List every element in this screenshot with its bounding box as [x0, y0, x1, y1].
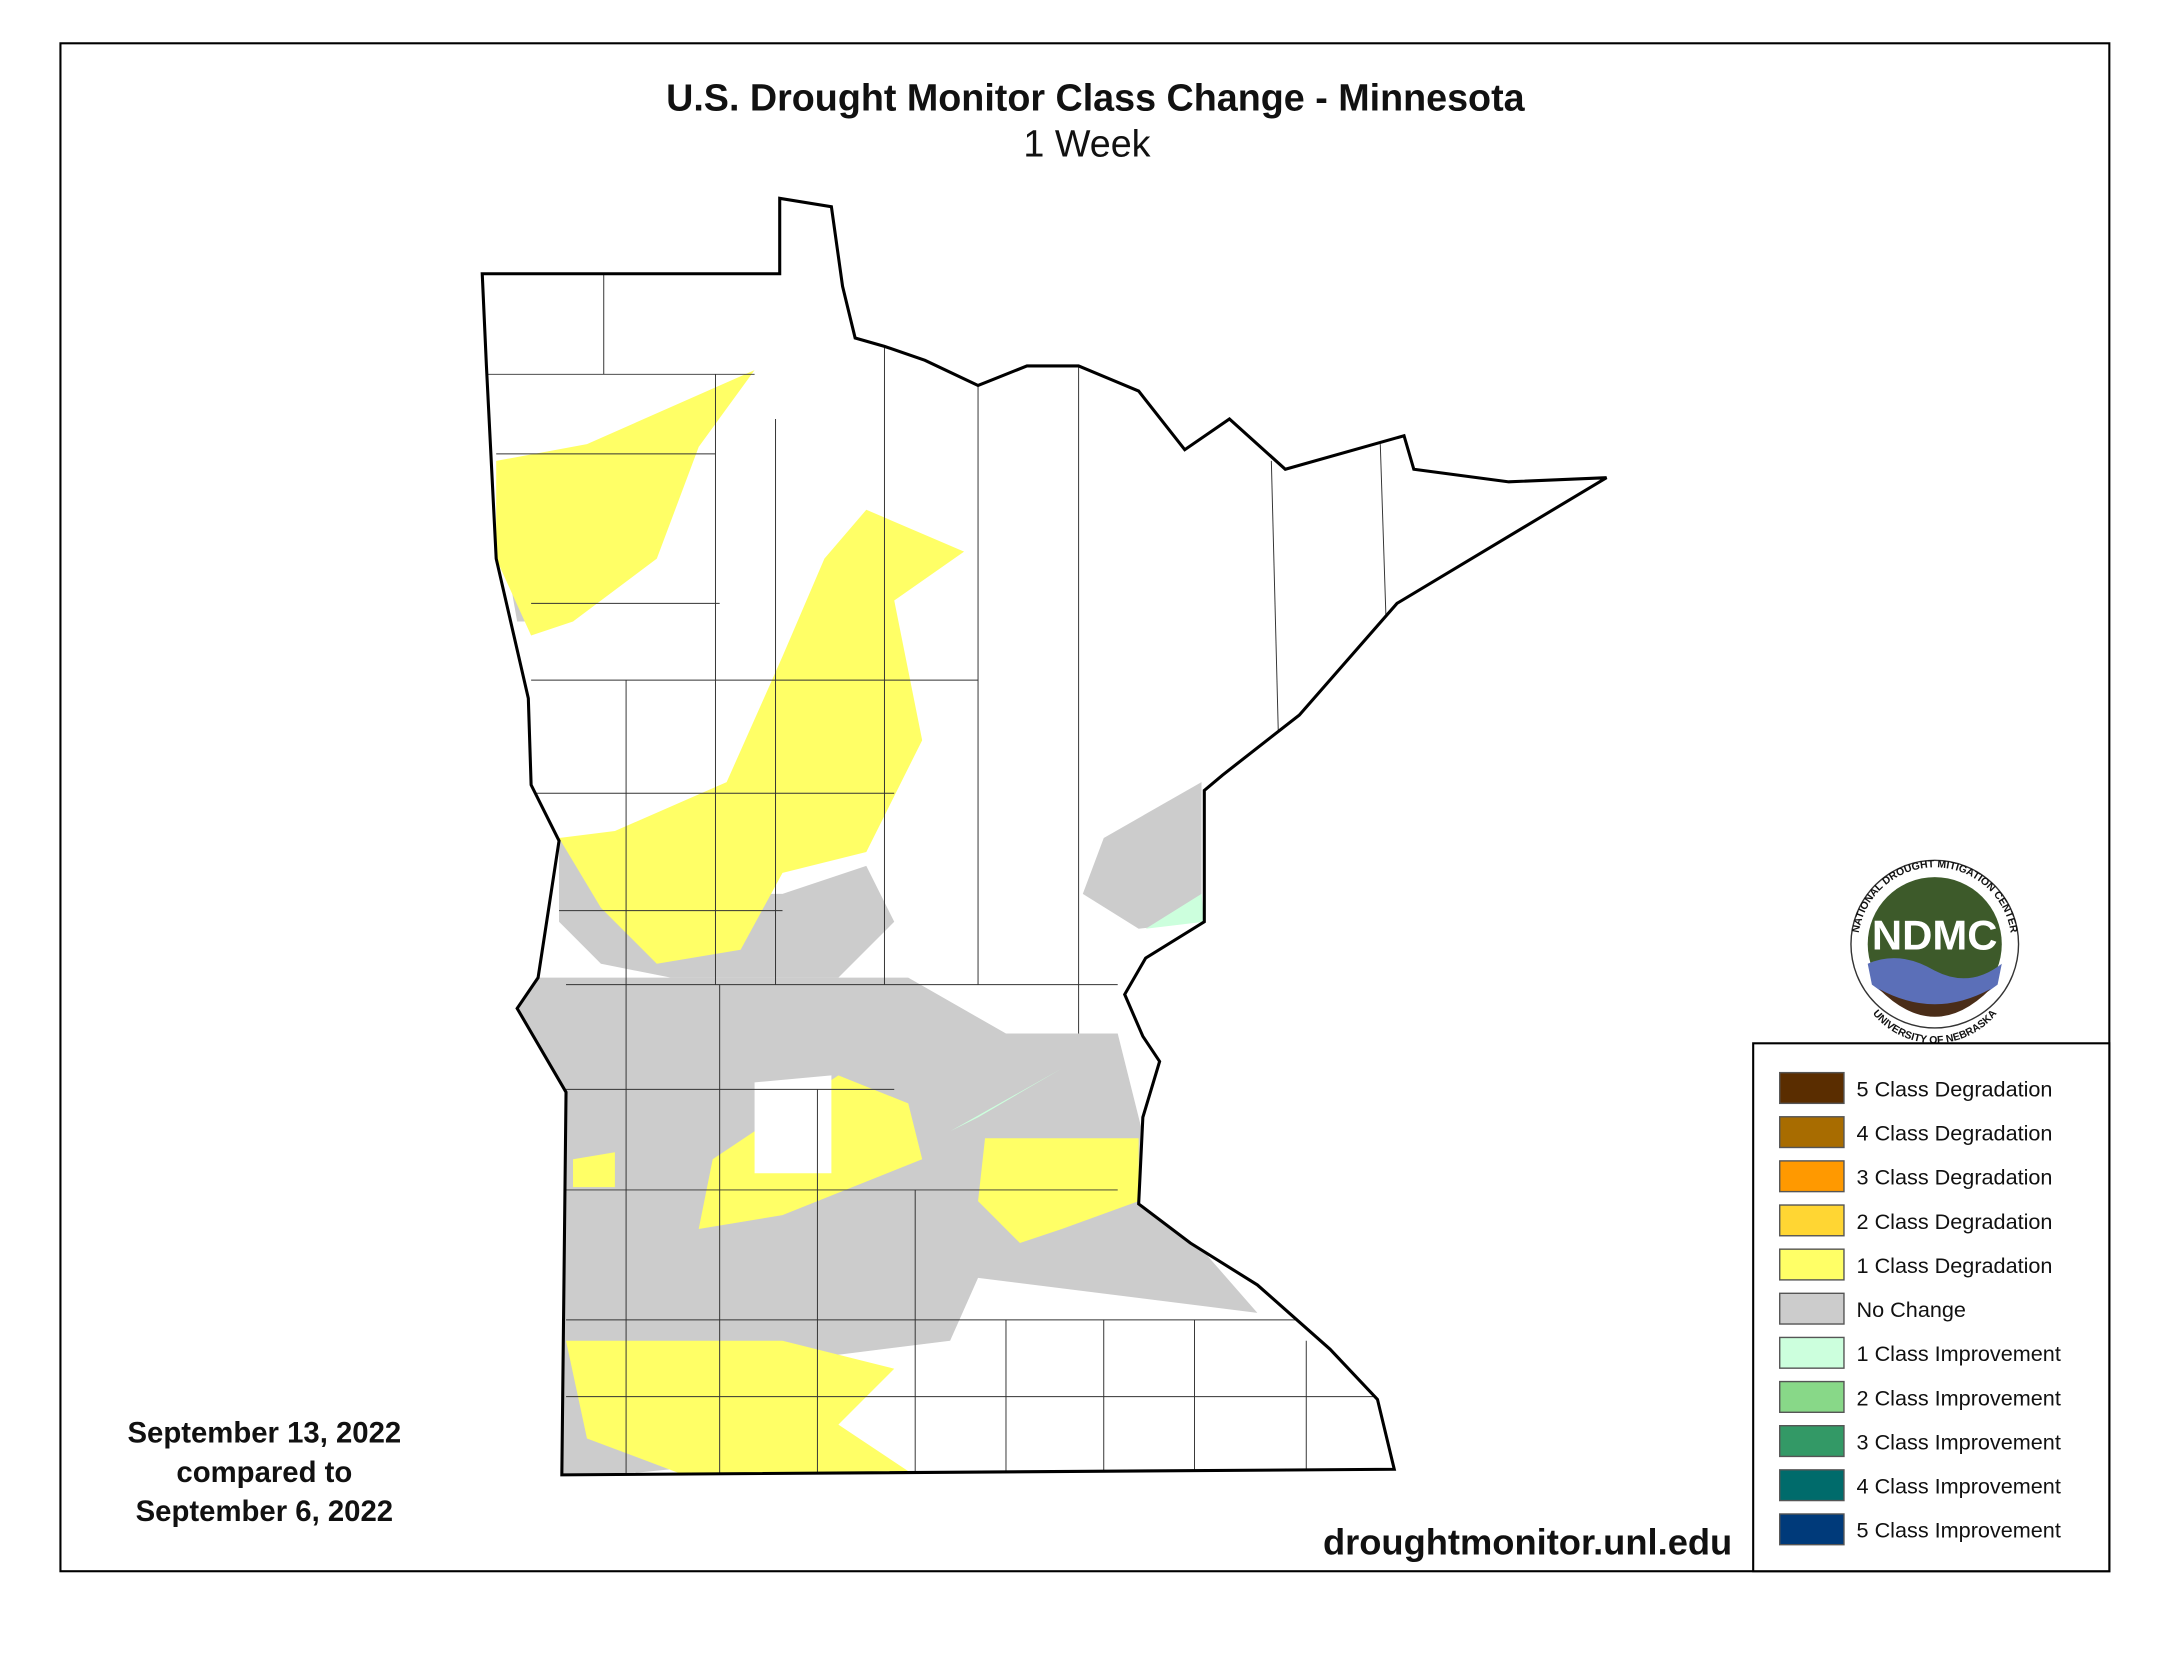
date-line: September 6, 2022 [136, 1495, 393, 1528]
legend-swatch [1779, 1204, 1845, 1237]
degradation-area [559, 509, 965, 964]
title: U.S. Drought Monitor Class Change - Minn… [666, 76, 1525, 118]
degradation-area [573, 1152, 615, 1188]
legend-label: 5 Class Degradation [1857, 1076, 2053, 1101]
legend-label: 1 Class Improvement [1857, 1341, 2061, 1366]
date-line: compared to [176, 1456, 352, 1489]
dates: September 13, 2022 compared to September 6… [127, 1417, 401, 1528]
legend-label: 5 Class Improvement [1857, 1518, 2061, 1543]
no-change-area [1082, 782, 1202, 929]
url: droughtmonitor.unl.edu [1323, 1521, 1732, 1562]
legend-swatch [1779, 1380, 1845, 1413]
subtitle: 1 Week [1023, 122, 1150, 164]
legend-label: 4 Class Improvement [1857, 1474, 2061, 1499]
legend-swatch [1779, 1248, 1845, 1281]
unchanged-white [754, 1075, 832, 1174]
logo-acronym: NDMC [1872, 912, 1998, 959]
legend-swatch [1779, 1469, 1845, 1502]
legend: 5 Class Degradation 4 Class Degradation 3 … [1779, 1071, 2061, 1546]
legend-swatch [1779, 1336, 1845, 1369]
degradation-area [978, 1138, 1139, 1244]
county-lines [482, 273, 1387, 1475]
legend-label: No Change [1857, 1297, 1966, 1322]
logo: NDMC NATIONAL DROUGHT MITIGATION CENTER … [1850, 859, 2020, 1046]
legend-label: 3 Class Degradation [1857, 1165, 2053, 1190]
change-areas [482, 273, 1387, 1475]
legend-label: 2 Class Degradation [1857, 1209, 2053, 1234]
degradation-area [566, 1340, 923, 1475]
legend-swatch [1779, 1071, 1845, 1105]
legend-label: 4 Class Degradation [1857, 1121, 2053, 1146]
degradation-area [496, 370, 755, 636]
legend-label: 3 Class Improvement [1857, 1429, 2061, 1454]
legend-swatch [1779, 1292, 1845, 1325]
legend-swatch [1779, 1160, 1845, 1193]
improvement-area [1145, 893, 1205, 929]
legend-label: 1 Class Degradation [1857, 1253, 2053, 1278]
logo-soil [1878, 988, 1991, 1017]
legend-label: 2 Class Improvement [1857, 1385, 2061, 1410]
legend-swatch [1779, 1425, 1845, 1458]
legend-swatch [1779, 1116, 1845, 1149]
logo-water [1867, 958, 2002, 1010]
legend-swatch [1779, 1513, 1845, 1546]
date-line: September 13, 2022 [127, 1417, 401, 1450]
